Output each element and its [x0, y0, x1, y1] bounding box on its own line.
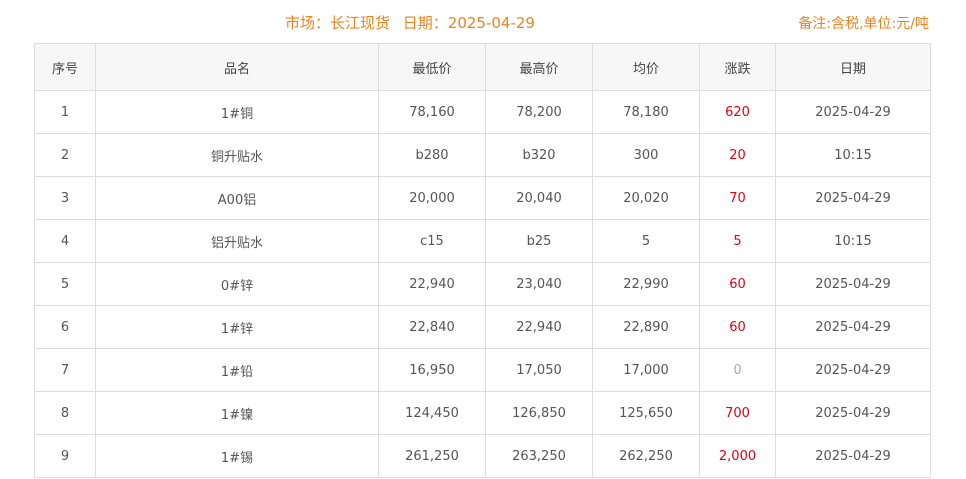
header-avg: 均价: [592, 43, 700, 91]
cell-name: 铜升贴水: [95, 133, 379, 177]
cell-avg: 262,250: [592, 434, 700, 478]
cell-name: 1#铜: [95, 90, 379, 134]
cell-high: 20,040: [485, 176, 593, 220]
cell-avg: 22,990: [592, 262, 700, 306]
table-row: 8 1#镍 124,450 126,850 125,650 700 2025-04-29: [34, 391, 931, 435]
cell-no: 7: [34, 348, 96, 392]
cell-low: 22,840: [378, 305, 486, 349]
table-row: 2 铜升贴水 b280 b320 300 20 10:15: [34, 133, 931, 177]
cell-low: c15: [378, 219, 486, 263]
table-row: 6 1#锌 22,840 22,940 22,890 60 2025-04-29: [34, 305, 931, 349]
cell-date: 2025-04-29: [775, 305, 931, 349]
cell-change: 0: [699, 348, 776, 392]
date-label: 日期：2025-04-29: [402, 14, 535, 32]
table-row: 1 1#铜 78,160 78,200 78,180 620 2025-04-29: [34, 90, 931, 134]
cell-date: 2025-04-29: [775, 90, 931, 134]
cell-no: 4: [34, 219, 96, 263]
cell-no: 5: [34, 262, 96, 306]
table-row: 5 0#锌 22,940 23,040 22,990 60 2025-04-29: [34, 262, 931, 306]
cell-high: 78,200: [485, 90, 593, 134]
cell-high: b320: [485, 133, 593, 177]
cell-avg: 17,000: [592, 348, 700, 392]
table-row: 7 1#铅 16,950 17,050 17,000 0 2025-04-29: [34, 348, 931, 392]
cell-name: 1#镍: [95, 391, 379, 435]
cell-change: 5: [699, 219, 776, 263]
cell-name: 0#锌: [95, 262, 379, 306]
cell-name: 1#锌: [95, 305, 379, 349]
cell-low: 16,950: [378, 348, 486, 392]
cell-name: 1#锡: [95, 434, 379, 478]
cell-change: 20: [699, 133, 776, 177]
cell-change: 2,000: [699, 434, 776, 478]
table-row: 4 铝升贴水 c15 b25 5 5 10:15: [34, 219, 931, 263]
cell-low: 78,160: [378, 90, 486, 134]
market-label: 市场：长江现货: [285, 14, 391, 32]
cell-low: 124,450: [378, 391, 486, 435]
cell-avg: 22,890: [592, 305, 700, 349]
cell-no: 8: [34, 391, 96, 435]
cell-low: b280: [378, 133, 486, 177]
cell-name: A00铝: [95, 176, 379, 220]
cell-date: 2025-04-29: [775, 176, 931, 220]
cell-high: 22,940: [485, 305, 593, 349]
cell-high: 17,050: [485, 348, 593, 392]
table-row: 9 1#锡 261,250 263,250 262,250 2,000 2025-04-29: [34, 434, 931, 478]
cell-low: 22,940: [378, 262, 486, 306]
cell-change: 620: [699, 90, 776, 134]
cell-name: 1#铅: [95, 348, 379, 392]
cell-change: 60: [699, 305, 776, 349]
cell-avg: 5: [592, 219, 700, 263]
header-no: 序号: [34, 43, 96, 91]
header-low: 最低价: [378, 43, 486, 91]
cell-change: 60: [699, 262, 776, 306]
cell-avg: 20,020: [592, 176, 700, 220]
cell-avg: 300: [592, 133, 700, 177]
cell-low: 20,000: [378, 176, 486, 220]
table-row: 3 A00铝 20,000 20,040 20,020 70 2025-04-29: [34, 176, 931, 220]
cell-date: 2025-04-29: [775, 391, 931, 435]
header-high: 最高价: [485, 43, 593, 91]
cell-no: 1: [34, 90, 96, 134]
cell-date: 2025-04-29: [775, 434, 931, 478]
cell-date: 2025-04-29: [775, 348, 931, 392]
cell-high: 126,850: [485, 391, 593, 435]
cell-no: 6: [34, 305, 96, 349]
cell-high: 263,250: [485, 434, 593, 478]
cell-high: b25: [485, 219, 593, 263]
table-header-row: 序号 品名 最低价 最高价 均价 涨跌 日期: [34, 43, 931, 91]
cell-change: 700: [699, 391, 776, 435]
unit-note: 备注:含税,单位:元/吨: [798, 16, 929, 32]
price-table: 序号 品名 最低价 最高价 均价 涨跌 日期 1 1#铜 78,160 78,200 78,180 6…: [34, 43, 931, 478]
cell-no: 9: [34, 434, 96, 478]
cell-avg: 78,180: [592, 90, 700, 134]
cell-date: 2025-04-29: [775, 262, 931, 306]
cell-name: 铝升贴水: [95, 219, 379, 263]
cell-no: 2: [34, 133, 96, 177]
header-bar: 市场：长江现货 日期：2025-04-29 备注:含税,单位:元/吨: [0, 0, 966, 43]
cell-date: 10:15: [775, 219, 931, 263]
cell-change: 70: [699, 176, 776, 220]
cell-avg: 125,650: [592, 391, 700, 435]
market-title: 市场：长江现货 日期：2025-04-29: [0, 12, 820, 33]
cell-low: 261,250: [378, 434, 486, 478]
cell-date: 10:15: [775, 133, 931, 177]
header-date: 日期: [775, 43, 931, 91]
cell-no: 3: [34, 176, 96, 220]
header-name: 品名: [95, 43, 379, 91]
cell-high: 23,040: [485, 262, 593, 306]
header-change: 涨跌: [699, 43, 776, 91]
